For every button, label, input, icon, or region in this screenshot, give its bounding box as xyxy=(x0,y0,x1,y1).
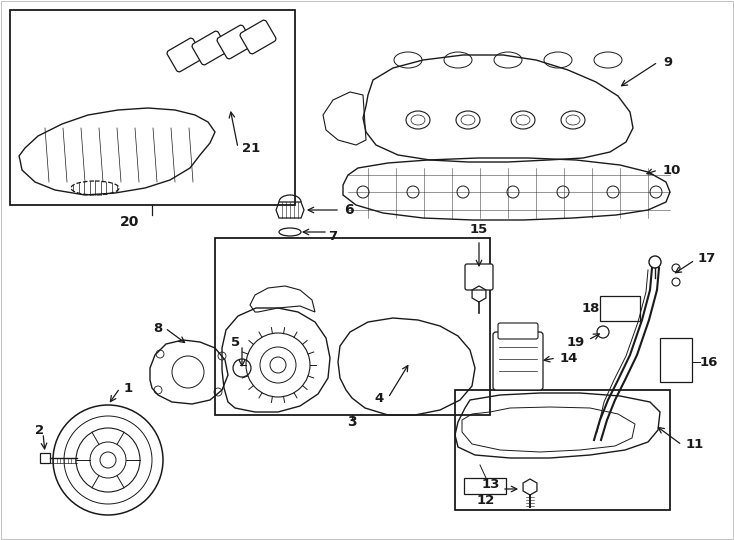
Text: 13: 13 xyxy=(482,478,500,491)
FancyBboxPatch shape xyxy=(240,20,276,54)
Text: 7: 7 xyxy=(328,230,337,242)
Text: 17: 17 xyxy=(698,252,716,265)
Bar xyxy=(40,453,50,463)
Text: 8: 8 xyxy=(153,321,162,334)
Text: 3: 3 xyxy=(347,415,357,429)
Text: 2: 2 xyxy=(35,424,45,437)
Bar xyxy=(215,238,490,415)
Text: 6: 6 xyxy=(344,203,354,217)
FancyBboxPatch shape xyxy=(493,332,543,390)
Text: 4: 4 xyxy=(375,392,384,404)
Bar xyxy=(464,478,506,494)
Text: 1: 1 xyxy=(124,381,133,395)
Text: 21: 21 xyxy=(242,141,261,154)
Bar xyxy=(455,390,670,510)
FancyBboxPatch shape xyxy=(465,264,493,290)
Bar xyxy=(600,296,640,321)
Text: 15: 15 xyxy=(470,223,488,236)
FancyBboxPatch shape xyxy=(192,31,228,65)
FancyBboxPatch shape xyxy=(167,38,203,72)
Text: 5: 5 xyxy=(231,336,241,349)
FancyBboxPatch shape xyxy=(217,25,253,59)
Text: 9: 9 xyxy=(663,56,672,69)
Text: 20: 20 xyxy=(120,215,139,229)
Text: 10: 10 xyxy=(663,164,681,177)
Text: 11: 11 xyxy=(686,438,704,451)
Text: 12: 12 xyxy=(477,494,495,507)
Text: 16: 16 xyxy=(700,355,719,368)
Bar xyxy=(660,338,692,382)
Text: 14: 14 xyxy=(560,352,578,365)
FancyBboxPatch shape xyxy=(498,323,538,339)
Text: 18: 18 xyxy=(581,301,600,314)
Bar xyxy=(10,10,295,205)
Text: 19: 19 xyxy=(567,335,585,348)
